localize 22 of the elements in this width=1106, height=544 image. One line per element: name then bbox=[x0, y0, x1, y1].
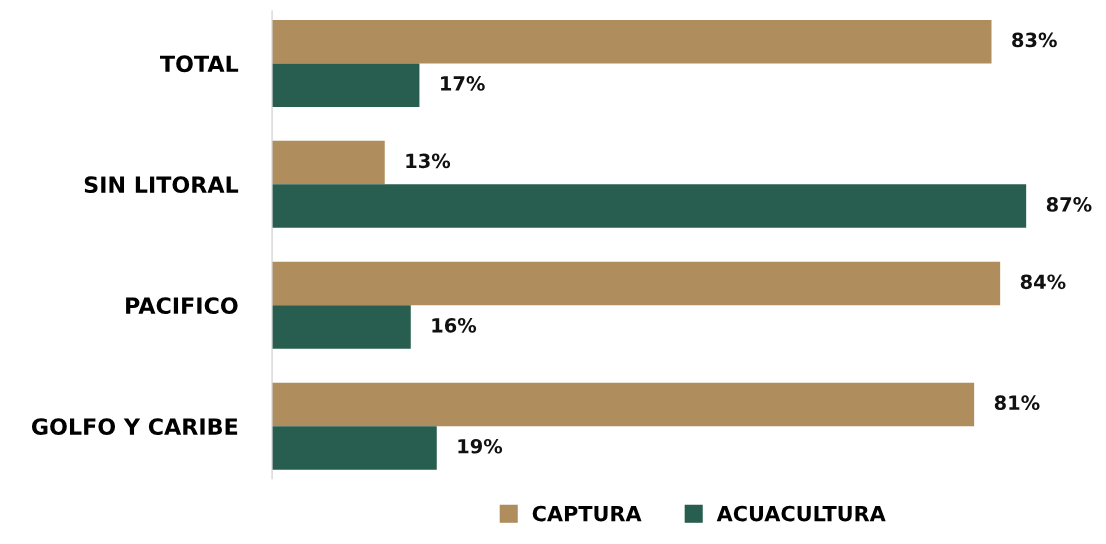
data-label: 17% bbox=[441, 76, 485, 91]
data-label: 84% bbox=[1020, 274, 1066, 290]
data-label: 83% bbox=[1012, 32, 1057, 48]
bar bbox=[272, 426, 437, 470]
bar bbox=[272, 19, 992, 64]
y-tick-label: GOLFO Y CARIBE bbox=[31, 418, 238, 435]
bar bbox=[272, 140, 385, 185]
data-label: 19% bbox=[458, 438, 503, 454]
data-label: 13% bbox=[406, 153, 451, 169]
bar bbox=[272, 63, 420, 107]
legend-label: ACUACULTURA bbox=[716, 505, 886, 522]
bar bbox=[272, 261, 1001, 306]
data-label: 81% bbox=[994, 395, 1040, 411]
data-label: 16% bbox=[432, 317, 477, 333]
y-tick-label: SIN LITORAL bbox=[84, 176, 239, 194]
bar bbox=[272, 184, 1027, 228]
data-label: 87% bbox=[1046, 197, 1092, 212]
legend-label: CAPTURA bbox=[532, 505, 642, 522]
bar bbox=[272, 305, 411, 349]
y-tick-label: TOTAL bbox=[160, 55, 239, 73]
bar bbox=[272, 382, 975, 427]
y-tick-label: PACIFICO bbox=[126, 297, 238, 315]
